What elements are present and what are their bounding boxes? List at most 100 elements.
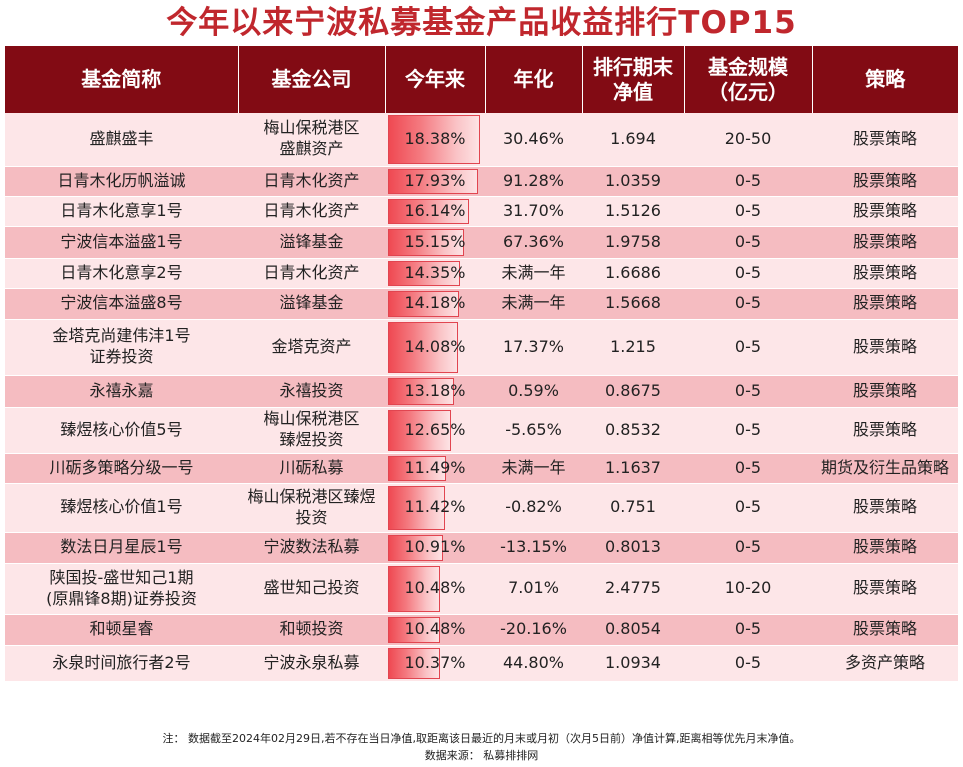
annualized-return-cell: -0.82% [485,483,582,533]
table-row: 盛麒盛丰 梅山保税港区 盛麒资产 18.38% 30.46% 1.694 20-50 股票策略 [5,113,958,167]
fund-size-cell: 0-5 [684,226,812,259]
ytd-return-label: 16.14% [404,200,466,220]
strategy-cell: 股票策略 [812,196,958,227]
header-name: 基金简称 [5,46,239,113]
ytd-return-label: 14.18% [404,293,466,313]
ytd-return-cell: 14.35% [385,258,485,289]
cell-line: 臻煜核心价值1号 [60,497,183,517]
strategy-cell: 股票策略 [812,563,958,615]
cell-line: 宁波信本溢盛8号 [60,293,183,313]
nav-cell: 1.0359 [582,166,684,197]
annualized-return-cell: 未满一年 [485,258,582,289]
fund-size-cell: 0-5 [684,407,812,454]
nav-cell: 0.8013 [582,532,684,564]
fund-size-cell: 0-5 [684,614,812,646]
ytd-return-cell: 18.38% [385,113,485,167]
annualized-return-cell: 44.80% [485,645,582,682]
strategy-cell: 股票策略 [812,288,958,320]
cell-line: 金塔克尚建伟沣1号 [52,326,191,346]
fund-company-cell: 宁波永泉私募 [238,645,385,682]
fund-company-cell: 溢锋基金 [238,288,385,320]
cell-line: 日青木化资产 [263,200,360,220]
ytd-return-cell: 13.18% [385,375,485,408]
strategy-cell: 股票策略 [812,483,958,533]
ytd-return-label: 11.42% [404,497,466,517]
fund-company-cell: 盛世知己投资 [238,563,385,615]
fund-name-cell: 日青木化意享2号 [5,258,238,289]
fund-size-cell: 0-5 [684,532,812,564]
ytd-data-bar [388,647,440,679]
cell-line: 盛世知己投资 [263,578,360,598]
header-ytd: 今年来 [385,46,486,113]
strategy-cell: 股票策略 [812,375,958,408]
fund-size-cell: 10-20 [684,563,812,615]
cell-line: 臻煜投资 [279,430,344,449]
ytd-return-cell: 11.49% [385,453,485,484]
ytd-return-cell: 15.15% [385,226,485,259]
fund-name-cell: 宁波信本溢盛1号 [5,226,238,259]
page-title: 今年以来宁波私募基金产品收益排行TOP15 [166,5,797,41]
nav-cell: 0.8054 [582,614,684,646]
ytd-return-cell: 11.42% [385,483,485,533]
nav-cell: 1.9758 [582,226,684,259]
cell-line: 日青木化资产 [263,170,360,190]
fund-size-cell: 0-5 [684,258,812,289]
ytd-data-bar [388,228,464,256]
nav-cell: 1.5126 [582,196,684,227]
nav-cell: 0.8532 [582,407,684,454]
strategy-cell: 股票策略 [812,319,958,376]
cell-line: 梅山保税港区 [263,409,360,429]
fund-size-cell: 0-5 [684,453,812,484]
ytd-data-bar [388,565,440,612]
fund-company-cell: 永禧投资 [238,375,385,408]
ytd-return-cell: 10.48% [385,614,485,646]
cell-line: 宁波数法私募 [263,537,360,557]
annualized-return-cell: 17.37% [485,319,582,376]
fund-company-cell: 梅山保税港区 盛麒资产 [238,113,385,167]
strategy-cell: 期货及衍生品策略 [812,453,958,484]
header-size: 基金规模 （亿元） [684,46,813,113]
fund-name-cell: 数法日月星辰1号 [5,532,238,564]
ytd-return-label: 14.08% [404,336,466,356]
strategy-cell: 股票策略 [812,113,958,167]
footer: 注： 数据截至2024年02月29日,若不存在当日净值,取距离该日最近的月末或月… [0,730,963,764]
fund-name-cell: 臻煜核心价值1号 [5,483,238,533]
cell-line: 宁波信本溢盛1号 [60,231,183,251]
fund-size-cell: 20-50 [684,113,812,167]
fund-company-cell: 梅山保税港区臻煜投资 [238,407,385,454]
strategy-cell: 股票策略 [812,407,958,454]
table-row: 日青木化意享1号 日青木化资产 16.14% 31.70% 1.5126 0-5 股票策略 [5,196,958,227]
ytd-return-cell: 10.48% [385,563,485,615]
ytd-data-bar [388,168,478,194]
ytd-data-bar [388,290,459,317]
ytd-return-cell: 12.65% [385,407,485,454]
cell-line: 数法日月星辰1号 [60,537,183,557]
annualized-return-cell: -5.65% [485,407,582,454]
annualized-return-cell: 0.59% [485,375,582,408]
fund-company-cell: 溢锋基金 [238,226,385,259]
fund-size-cell: 0-5 [684,375,812,408]
ytd-data-bar [388,534,443,561]
cell-line: 日青木化意享2号 [60,262,183,282]
cell-line: 盛麒资产 [279,139,344,159]
cell-line: 川砺私募 [279,457,344,477]
fund-company-cell: 梅山保税港区臻煜投资 [238,483,385,533]
strategy-cell: 股票策略 [812,532,958,564]
fund-company-cell: 金塔克资产 [238,319,385,376]
fund-name-cell: 金塔克尚建伟沣1号 证券投资 [5,319,238,376]
ranking-table: 基金简称 基金公司 今年来 年化 排行期末 净值 基金规模 （亿元） 策略 盛麒盛丰… [5,46,958,682]
cell-line: 金塔克资产 [271,336,352,356]
table-row: 宁波信本溢盛8号 溢锋基金 14.18% 未满一年 1.5668 0-5 股票策略 [5,288,958,320]
cell-line: 永禧投资 [279,380,344,400]
ytd-data-bar [388,455,446,481]
footer-note: 注： 数据截至2024年02月29日,若不存在当日净值,取距离该日最近的月末或月… [162,732,801,745]
table-header-row: 基金简称 基金公司 今年来 年化 排行期末 净值 基金规模 （亿元） 策略 [5,46,958,113]
fund-name-cell: 永泉时间旅行者2号 [5,645,238,682]
nav-cell: 1.0934 [582,645,684,682]
fund-size-cell: 0-5 [684,483,812,533]
fund-company-cell: 日青木化资产 [238,166,385,197]
cell-line: 梅山保税港区 [263,118,360,138]
fund-name-cell: 臻煜核心价值5号 [5,407,238,454]
cell-line: 永泉时间旅行者2号 [52,652,191,672]
table-row: 川砺多策略分级一号 川砺私募 11.49% 未满一年 1.1637 0-5 期货及衍生品策略 [5,453,958,484]
